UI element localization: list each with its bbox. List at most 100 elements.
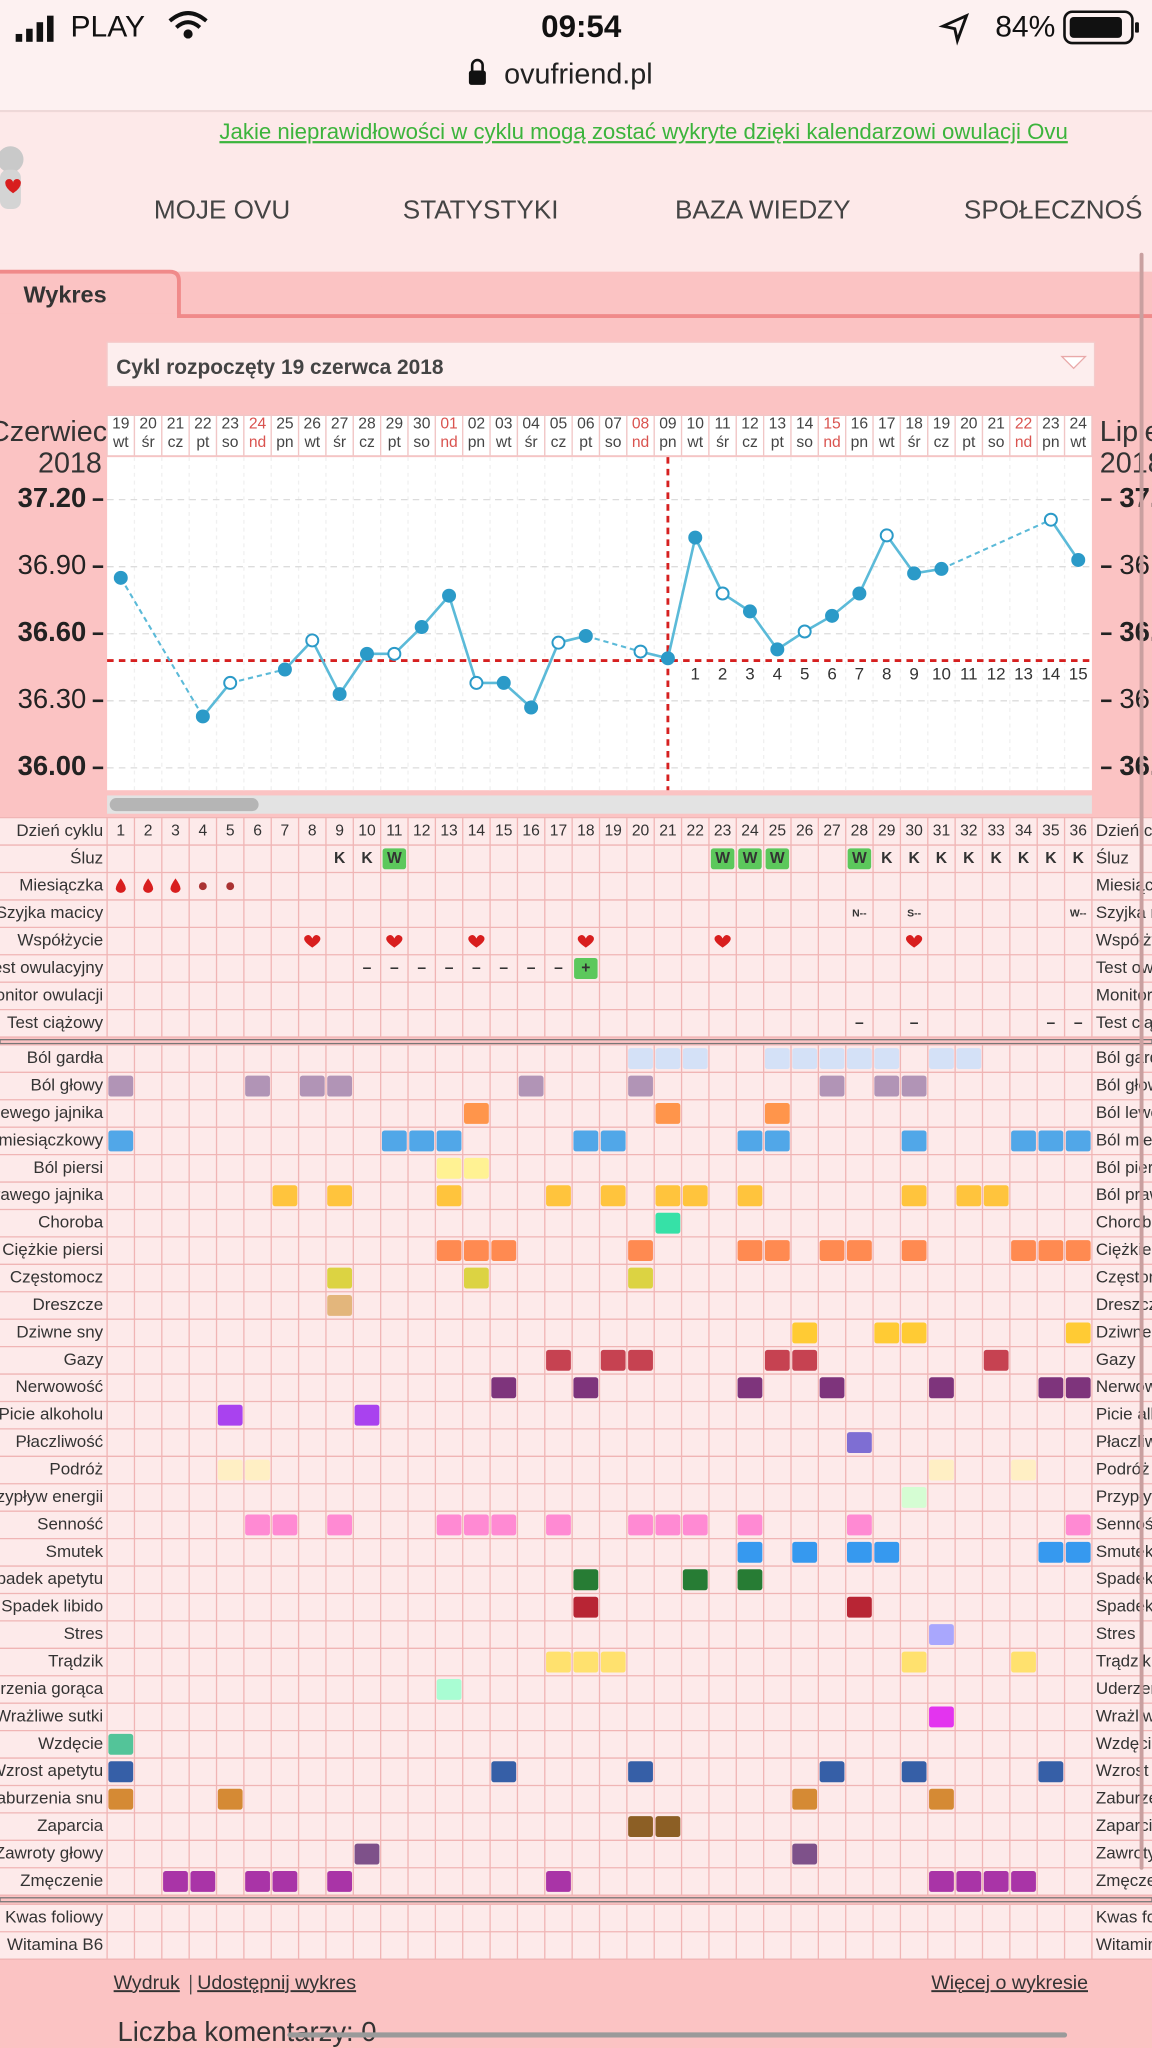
cycle-select-label[interactable]: Cykl rozpoczęty 19 czerwca 2018 — [116, 356, 443, 379]
symptom-mark — [682, 1514, 708, 1536]
date-day: 21 — [167, 416, 184, 433]
heart — [304, 934, 321, 948]
symptom-mark — [901, 1130, 927, 1152]
symptom-mark — [792, 1788, 818, 1810]
date-cell — [133, 414, 163, 457]
nav-item[interactable]: STATYSTYKI — [403, 194, 559, 224]
date-weekday: pt — [579, 434, 593, 451]
symptom-mark — [217, 1459, 243, 1481]
date-weekday: wt — [495, 434, 512, 451]
symptom-mark — [846, 1596, 872, 1618]
cell-text: K — [881, 850, 893, 867]
cycle-day: 25 — [769, 822, 787, 839]
symptom-mark — [628, 1761, 653, 1783]
symptom-mark — [792, 1349, 818, 1371]
row-label: Ciężkie piersi — [2, 1240, 103, 1259]
y-tick-label: 37.20 — [1119, 482, 1152, 513]
date-weekday: wt — [303, 434, 320, 451]
symptom-mark — [245, 1514, 270, 1536]
date-day: 27 — [331, 416, 348, 433]
symptom-mark — [901, 1185, 927, 1207]
select-arrow[interactable] — [1060, 355, 1087, 370]
symptom-mark — [737, 1240, 763, 1262]
symptom-mark — [546, 1185, 571, 1207]
date-day: 18 — [905, 416, 923, 433]
symptom-mark — [1038, 1240, 1064, 1262]
nav-item[interactable]: BAZA WIEDZY — [675, 194, 851, 224]
cycle-day: 20 — [632, 822, 650, 839]
print-link[interactable]: Wydruk — [114, 1972, 180, 1994]
date-weekday: śr — [716, 434, 729, 451]
row-label: Wrażliwe sutki — [1096, 1706, 1152, 1725]
share-link[interactable]: Udostępnij wykres — [197, 1972, 356, 1994]
symptom-mark — [327, 1871, 353, 1892]
date-day: 17 — [878, 416, 895, 433]
row-label: Witamina B6 — [1096, 1935, 1152, 1954]
date-cell — [516, 414, 546, 457]
row-label: Miesiączka — [19, 876, 103, 895]
row-label: Test ciążowy — [7, 1013, 104, 1032]
row-label: Senność — [37, 1514, 104, 1533]
symptom-mark — [600, 1349, 626, 1371]
row-label: Zawroty głowy — [1096, 1844, 1152, 1863]
symptom-mark — [901, 1761, 927, 1783]
temperature-point — [879, 528, 894, 543]
cycle-day: 23 — [714, 822, 732, 839]
symptom-mark — [819, 1048, 845, 1070]
symptom-mark — [354, 1404, 380, 1426]
chart-scroll-thumb[interactable] — [109, 798, 259, 812]
symptom-mark — [436, 1514, 462, 1536]
date-day: 24 — [249, 416, 267, 433]
symptom-mark — [901, 1651, 927, 1673]
date-weekday: pt — [771, 434, 785, 451]
site-header — [0, 112, 1152, 272]
symptom-mark — [901, 1075, 927, 1097]
url[interactable]: ovufriend.pl — [504, 58, 652, 90]
date-cell — [380, 414, 409, 457]
drop — [143, 878, 154, 893]
y-tick-label: 36.90 — [1119, 549, 1152, 580]
cycle-day: 36 — [1070, 822, 1088, 839]
row-label: Ból prawego jajnika — [1096, 1185, 1152, 1204]
nav-item[interactable]: SPOŁECZNOŚ — [964, 194, 1142, 224]
symptom-mark — [929, 1048, 954, 1070]
symptom-mark — [764, 1130, 790, 1152]
row-label: Szyjka macicy — [1096, 903, 1152, 922]
symptom-mark — [272, 1871, 298, 1892]
symptom-mark — [655, 1048, 681, 1070]
date-weekday: nd — [440, 434, 457, 451]
symptom-mark — [600, 1651, 626, 1673]
year-label: 2018 — [1100, 448, 1152, 480]
cell-text: – — [527, 960, 536, 977]
row-label: Zaparcia — [37, 1816, 104, 1835]
symptom-mark — [956, 1048, 982, 1070]
cell-text: K — [1073, 850, 1085, 867]
row-label: Płaczliwość — [1096, 1432, 1152, 1451]
symptom-mark — [792, 1048, 818, 1070]
nav-item[interactable]: MOJE OVU — [154, 194, 290, 224]
row-label: Dziwne sny — [16, 1322, 103, 1341]
luteal-day-label: 1 — [691, 665, 700, 684]
cell-text: K — [1018, 850, 1030, 867]
cycle-select[interactable] — [106, 341, 1096, 388]
section-divider — [0, 1039, 1152, 1045]
more-link[interactable]: Więcej o wykresie — [931, 1972, 1088, 1994]
symptom-mark — [190, 1871, 216, 1892]
symptom-mark — [108, 1130, 134, 1152]
date-weekday: cz — [168, 434, 184, 451]
symptom-mark — [327, 1514, 353, 1536]
temperature-point — [797, 624, 812, 639]
cycle-day: 33 — [987, 822, 1005, 839]
banner-link[interactable]: Jakie nieprawidłowości w cyklu mogą zost… — [219, 119, 1067, 144]
y-tick-label: 36.00 — [18, 750, 87, 781]
cycle-day: 14 — [468, 822, 486, 839]
tab-label[interactable]: Wykres — [24, 282, 107, 308]
date-weekday: so — [222, 434, 239, 451]
symptom-mark — [491, 1514, 517, 1536]
cell-text: – — [390, 960, 399, 977]
date-day: 15 — [823, 416, 841, 433]
temperature-point — [715, 586, 730, 601]
date-weekday: śr — [908, 434, 921, 451]
symptom-mark — [874, 1075, 900, 1097]
row-label: Wzdęcie — [38, 1734, 103, 1753]
